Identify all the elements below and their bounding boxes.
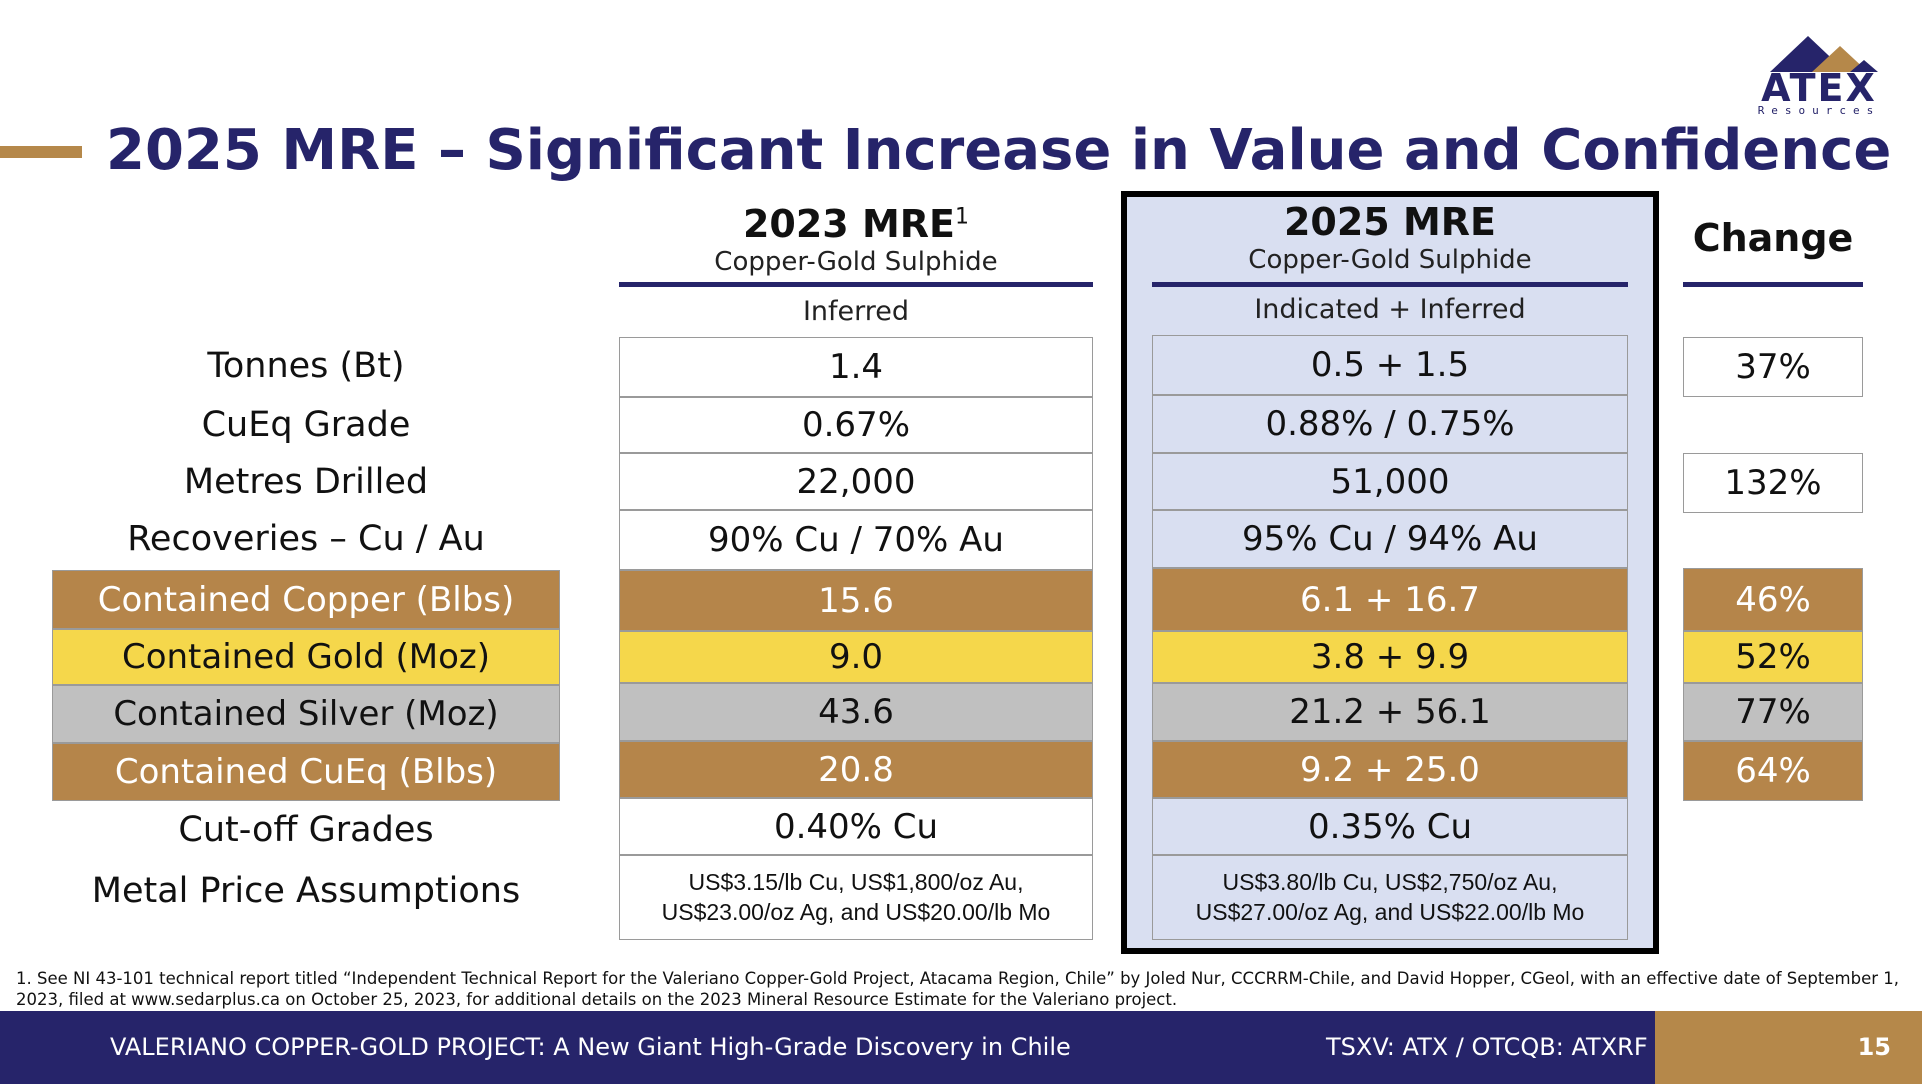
row-label-cueq-grade: CuEq Grade	[201, 405, 411, 445]
column-header-change: Change	[1683, 216, 1863, 260]
cell-2023-recoveries: 90% Cu / 70% Au	[619, 510, 1093, 570]
cell-2025-metal-price: US$3.80/lb Cu, US$2,750/oz Au, US$27.00/…	[1152, 855, 1628, 940]
cell-2023-cutoff-grades: 0.40% Cu	[619, 798, 1093, 855]
column-rule-2025	[1152, 282, 1628, 287]
row-label-contained-copper: Contained Copper (Blbs)	[52, 570, 560, 629]
atex-logo: ATEX Resources	[1750, 34, 1888, 118]
footer-project-title: VALERIANO COPPER-GOLD PROJECT: A New Gia…	[110, 1033, 1071, 1061]
cell-2025-cutoff-grades: 0.35% Cu	[1152, 798, 1628, 855]
cell-2023-metal-price: US$3.15/lb Cu, US$1,800/oz Au, US$23.00/…	[619, 855, 1093, 940]
column-subtitle-2023: Copper-Gold Sulphide	[714, 246, 998, 277]
column-title-2023: 2023 MRE	[742, 202, 956, 246]
cell-2023-tonnes: 1.4	[619, 337, 1093, 397]
title-accent-bar	[0, 146, 82, 158]
cell-2025-recoveries: 95% Cu / 94% Au	[1152, 510, 1628, 568]
footer-bar: VALERIANO COPPER-GOLD PROJECT: A New Gia…	[0, 1011, 1655, 1084]
column-title-2025: 2025 MRE	[1283, 200, 1497, 244]
cell-2023-contained-copper: 15.6	[619, 570, 1093, 631]
row-label-metres-drilled: Metres Drilled	[183, 462, 429, 502]
mountain-logo-icon	[1770, 36, 1878, 72]
page-title: 2025 MRE – Significant Increase in Value…	[106, 118, 1892, 183]
column-rule-2023	[619, 282, 1093, 287]
cell-change-contained-copper: 46%	[1683, 568, 1863, 631]
category-2023: Inferred	[802, 296, 910, 327]
column-header-2025: 2025 MRE Copper-Gold Sulphide	[1152, 200, 1628, 275]
row-label-tonnes: Tonnes (Bt)	[207, 346, 405, 386]
cell-change-contained-silver: 77%	[1683, 683, 1863, 741]
row-label-contained-cueq: Contained CuEq (Blbs)	[52, 743, 560, 801]
cell-change-contained-gold: 52%	[1683, 631, 1863, 683]
cell-2025-tonnes: 0.5 + 1.5	[1152, 335, 1628, 395]
footer-ticker: TSXV: ATX / OTCQB: ATXRF	[1326, 1033, 1648, 1061]
cell-2023-cueq-grade: 0.67%	[619, 397, 1093, 453]
logo-subtitle: Resources	[1757, 104, 1881, 117]
row-label-contained-gold: Contained Gold (Moz)	[52, 629, 560, 685]
row-label-recoveries: Recoveries – Cu / Au	[127, 519, 485, 559]
cell-2025-metres-drilled: 51,000	[1152, 453, 1628, 510]
cell-2025-cueq-grade: 0.88% / 0.75%	[1152, 395, 1628, 453]
cell-2023-contained-cueq: 20.8	[619, 741, 1093, 798]
row-label-cutoff-grades: Cut-off Grades	[178, 810, 434, 850]
cell-2023-metres-drilled: 22,000	[619, 453, 1093, 510]
footnote-marker: 1	[955, 204, 970, 230]
row-label-contained-silver: Contained Silver (Moz)	[52, 685, 560, 743]
footnote: 1. See NI 43-101 technical report titled…	[16, 969, 1899, 1009]
cell-change-metres-drilled: 132%	[1683, 453, 1863, 513]
cell-2025-contained-copper: 6.1 + 16.7	[1152, 568, 1628, 631]
category-2025: Indicated + Inferred	[1254, 294, 1526, 325]
page-number: 15	[1857, 1033, 1891, 1061]
cell-change-contained-cueq: 64%	[1683, 741, 1863, 801]
cell-2025-contained-silver: 21.2 + 56.1	[1152, 683, 1628, 741]
footer-page-box: 15	[1655, 1011, 1922, 1084]
column-rule-change	[1683, 282, 1863, 287]
cell-change-tonnes: 37%	[1683, 337, 1863, 397]
logo-name: ATEX	[1761, 66, 1877, 110]
column-title-change: Change	[1692, 216, 1854, 260]
cell-2025-contained-gold: 3.8 + 9.9	[1152, 631, 1628, 683]
column-header-2023: 2023 MRE1 Copper-Gold Sulphide	[619, 202, 1093, 277]
cell-2023-contained-silver: 43.6	[619, 683, 1093, 741]
cell-2025-contained-cueq: 9.2 + 25.0	[1152, 741, 1628, 798]
column-subtitle-2025: Copper-Gold Sulphide	[1248, 244, 1532, 275]
row-label-metal-price: Metal Price Assumptions	[91, 871, 521, 911]
cell-2023-contained-gold: 9.0	[619, 631, 1093, 683]
